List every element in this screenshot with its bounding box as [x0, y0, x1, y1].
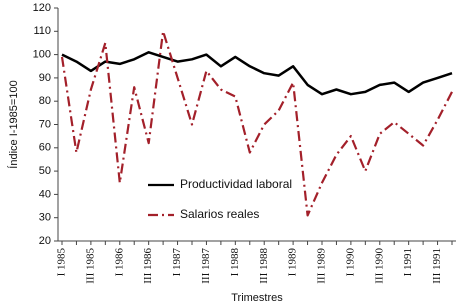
x-tick-label: III 1986	[142, 248, 154, 284]
legend-label: Salarios reales	[180, 207, 259, 221]
y-tick-label: 110	[33, 25, 51, 37]
x-tick-label: III 1987	[200, 248, 212, 284]
x-tick-label: I 1986	[113, 248, 125, 277]
x-tick-label: I 1991	[402, 248, 414, 276]
x-tick-label: I 1989	[287, 248, 299, 277]
y-tick-label: 30	[39, 212, 51, 224]
series-line	[60, 30, 453, 217]
legend-label: Productividad laboral	[180, 177, 292, 191]
x-tick-label: III 1988	[258, 248, 270, 284]
x-tick-label: I 1987	[171, 248, 183, 277]
y-axis-label: Índice I-1985=100	[7, 80, 20, 168]
legend: Productividad laboral Salarios reales	[148, 177, 292, 221]
y-tick-label: 60	[39, 142, 51, 154]
y-tick-label: 50	[39, 165, 51, 177]
y-tick-label: 120	[33, 2, 51, 14]
series-line	[61, 51, 453, 96]
x-tick-label: III 1990	[373, 248, 385, 284]
x-axis-label: Trimestres	[231, 292, 283, 304]
x-tick-label: III 1991	[431, 248, 443, 284]
y-tick-label: 80	[39, 95, 51, 107]
y-tick-label: 90	[39, 72, 51, 84]
y-tick-label: 20	[39, 235, 51, 247]
x-tick-label: I 1988	[229, 248, 241, 277]
x-tick-label: III 1989	[316, 248, 328, 284]
y-tick-label: 70	[39, 118, 51, 130]
x-tick-label: III 1985	[84, 248, 96, 284]
x-tick-label: I 1985	[56, 248, 68, 277]
x-tick-label: I 1990	[344, 248, 356, 277]
y-tick-label: 100	[33, 49, 51, 61]
y-tick-label: 40	[39, 188, 51, 200]
